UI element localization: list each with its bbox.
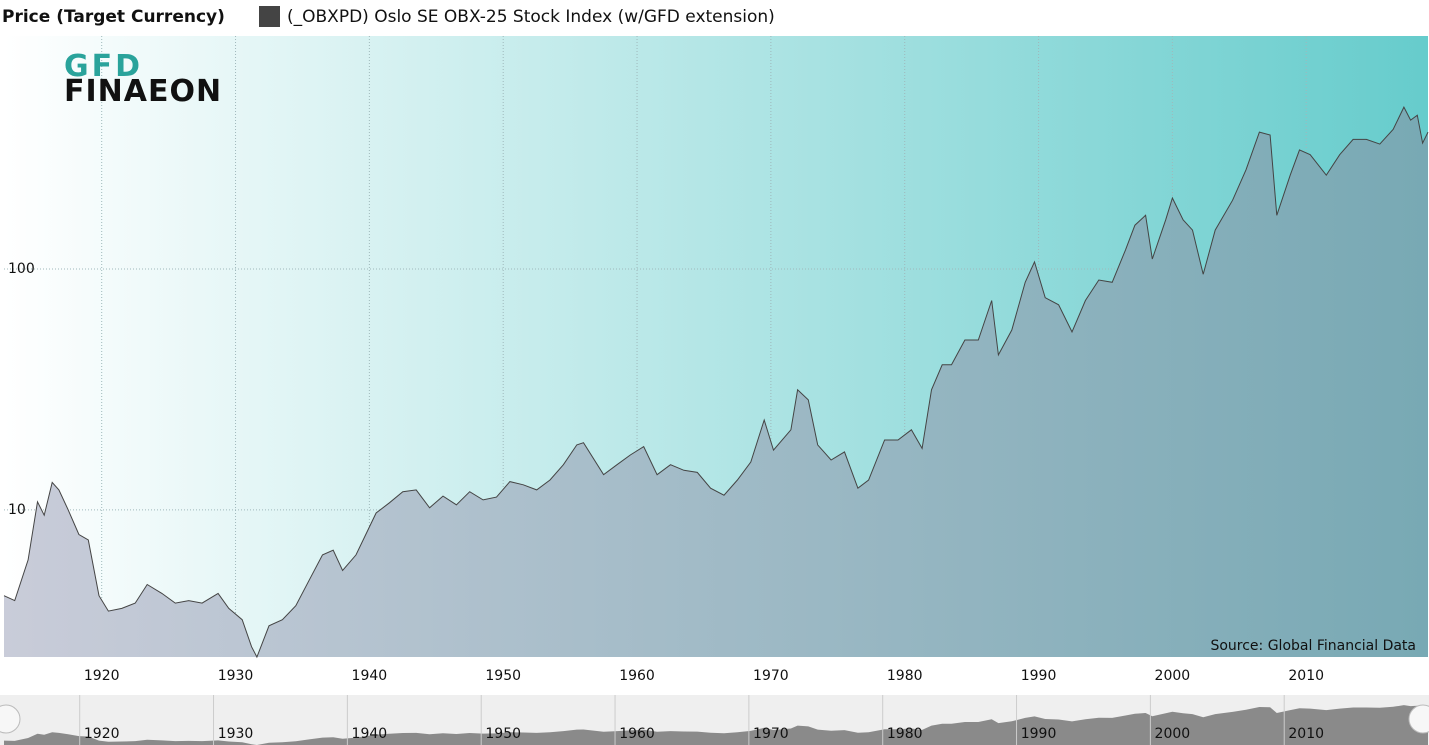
- x-tick-label: 2010: [1288, 668, 1324, 684]
- x-tick-label: 1920: [84, 668, 120, 684]
- navigator-label: 2010: [1288, 726, 1324, 742]
- navigator-handle[interactable]: [0, 704, 21, 734]
- plot: 10 100 1920 1930 1940 1950 1960 1970 1980 1990 200…: [3, 36, 1429, 684]
- x-tick-label: 1960: [619, 668, 655, 684]
- navigator-label: 1970: [753, 726, 789, 742]
- x-tick-label: 1950: [485, 668, 521, 684]
- x-tick-label: 1970: [753, 668, 789, 684]
- navigator-label: 1980: [887, 726, 923, 742]
- legend-label[interactable]: (_OBXPD) Oslo SE OBX-25 Stock Index (w/G…: [287, 7, 775, 27]
- source-note: Source: Global Financial Data: [1210, 638, 1416, 654]
- navigator-area: [4, 705, 1428, 745]
- navigator-label: 1920: [84, 726, 120, 742]
- legend-swatch: [259, 6, 280, 27]
- navigator-label: 1950: [485, 726, 521, 742]
- area-fill: [4, 107, 1428, 658]
- navigator-label: 1940: [352, 726, 388, 742]
- x-tick-label: 1980: [887, 668, 923, 684]
- navigator-label: 1990: [1021, 726, 1057, 742]
- navigator-label: 1960: [619, 726, 655, 742]
- navigator-label: 1930: [218, 726, 254, 742]
- x-tick-label: 2000: [1155, 668, 1191, 684]
- y-tick-label: 10: [8, 502, 26, 518]
- y-tick-label: 100: [8, 261, 35, 277]
- logo-top: GFD: [64, 49, 143, 84]
- logo-bottom: FINAEON: [64, 74, 222, 109]
- x-tick-label: 1940: [352, 668, 388, 684]
- navigator-content: 1920 1930 1940 1950 1960 1970 1980 1990 2000 2010: [0, 695, 1429, 745]
- x-tick-label: 1990: [1021, 668, 1057, 684]
- chart-title: Price (Target Currency): [2, 7, 225, 27]
- navigator-label: 2000: [1155, 726, 1191, 742]
- x-tick-label: 1930: [218, 668, 254, 684]
- series-line: [3, 105, 1429, 659]
- navigator-handle[interactable]: [1408, 704, 1429, 734]
